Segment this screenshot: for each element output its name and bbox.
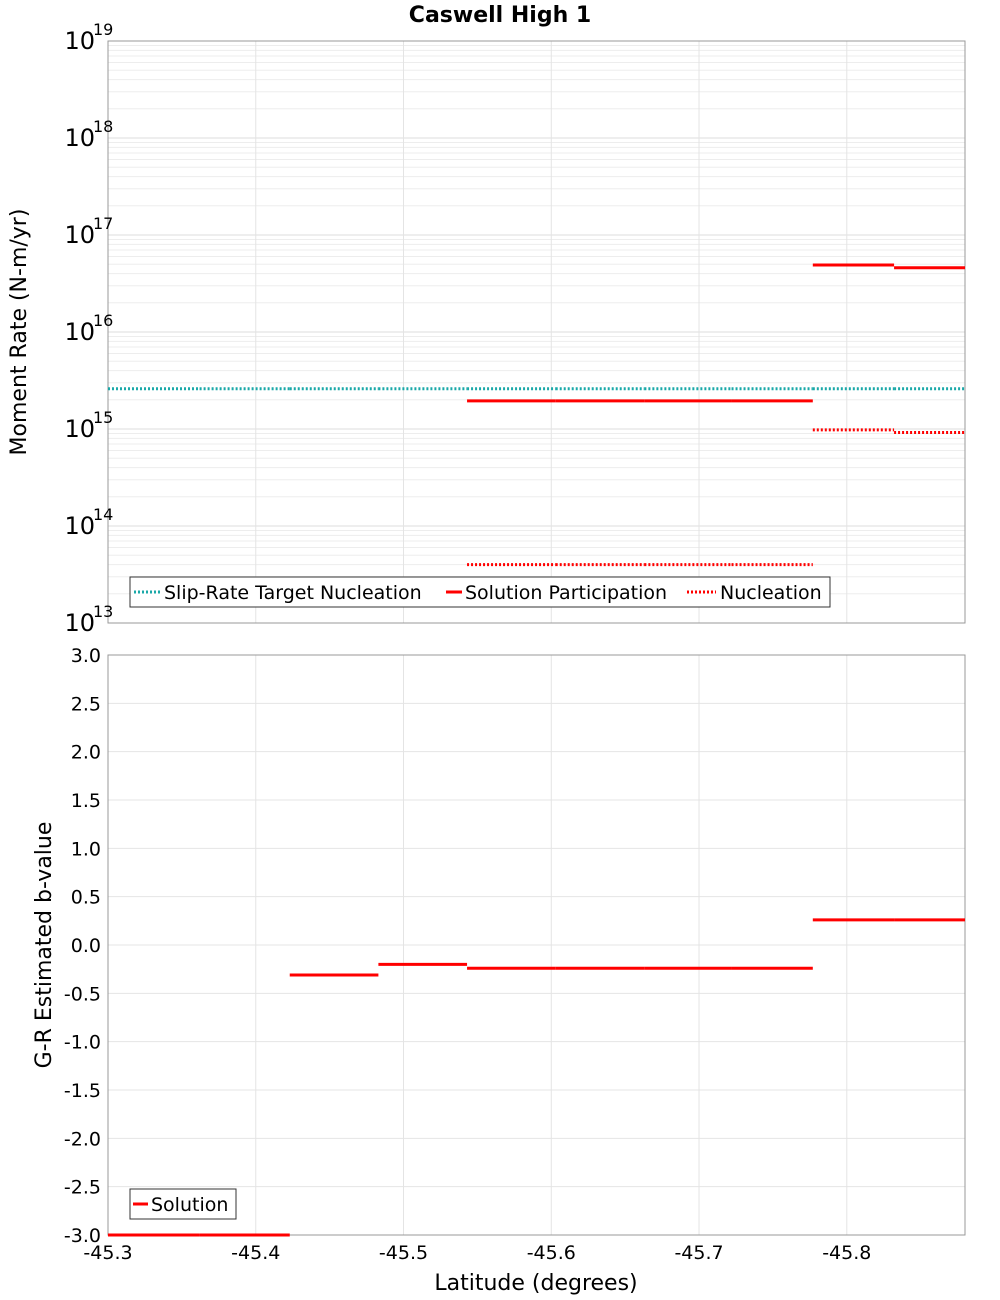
moment-rate-y-tick-exponent: 13	[93, 602, 113, 621]
b-value-y-tick-label: -1.5	[64, 1080, 101, 1102]
moment-rate-y-tick-exponent: 19	[93, 20, 113, 39]
series-nucleation	[467, 428, 965, 567]
latitude-x-ticks: -45.3 -45.4 -45.5 -45.6 -45.7 -45.8	[83, 1242, 871, 1264]
b-value-y-tick-label: 3.0	[71, 645, 101, 667]
moment-rate-y-tick-exponent: 17	[93, 214, 113, 233]
b-value-legend-box	[129, 1188, 237, 1220]
moment-rate-y-tick-exponent: 15	[93, 408, 113, 427]
series-solution-participation	[467, 263, 965, 403]
b-value-y-tick-label: -2.5	[64, 1177, 101, 1199]
b-value-y-ticks: 3.0 2.5 2.0 1.5 1.0 0.5 0.0 -0.5 -1.0 -1.5 -2.0 -2.…	[64, 645, 101, 1247]
moment-rate-y-tick-base: 10	[64, 609, 95, 637]
legend-label-solution: Solution	[151, 1194, 228, 1216]
moment-rate-legend: Slip-Rate Target Nucleation Solution Par…	[129, 576, 831, 608]
latitude-x-tick-label: -45.7	[674, 1242, 723, 1264]
b-value-y-tick-label: -0.5	[64, 983, 101, 1005]
b-value-y-tick-label: -1.0	[64, 1032, 101, 1054]
b-value-y-tick-label: 1.0	[71, 838, 101, 860]
latitude-x-tick-label: -45.5	[379, 1242, 428, 1264]
legend-label-slip-rate-target-nucleation: Slip-Rate Target Nucleation	[164, 582, 422, 604]
b-value-panel: 3.0 2.5 2.0 1.5 1.0 0.5 0.0 -0.5 -1.0 -1.5 -2.0 -2.…	[32, 645, 966, 1296]
moment-rate-series	[108, 263, 965, 567]
moment-rate-plot-frame	[107, 40, 966, 624]
x-axis-label: Latitude (degrees)	[434, 1271, 637, 1296]
series-solution	[108, 918, 965, 1237]
moment-rate-y-tick-base: 10	[64, 221, 95, 249]
moment-rate-y-axis-label: Moment Rate (N-m/yr)	[7, 209, 32, 456]
moment-rate-y-tick-exponent: 14	[93, 505, 113, 524]
latitude-x-tick-label: -45.4	[231, 1242, 280, 1264]
b-value-y-tick-label: 1.5	[71, 790, 101, 812]
b-value-y-tick-label: 2.0	[71, 742, 101, 764]
b-value-plot-frame	[107, 654, 966, 1236]
legend-label-nucleation: Nucleation	[720, 582, 822, 604]
latitude-x-tick-label: -45.3	[83, 1242, 132, 1264]
b-value-legend: Solution	[129, 1188, 237, 1220]
moment-rate-legend-box	[129, 576, 831, 608]
moment-rate-y-tick-base: 10	[64, 27, 95, 55]
moment-rate-y-tick-base: 10	[64, 415, 95, 443]
moment-rate-y-tick-exponent: 16	[93, 311, 113, 330]
b-value-y-tick-label: -3.0	[64, 1225, 101, 1247]
moment-rate-grid	[107, 40, 965, 624]
latitude-x-tick-label: -45.6	[527, 1242, 576, 1264]
b-value-y-axis-label: G-R Estimated b-value	[32, 822, 57, 1069]
b-value-y-tick-label: -2.0	[64, 1128, 101, 1150]
b-value-y-tick-label: 0.5	[71, 887, 101, 909]
b-value-y-tick-label: 2.5	[71, 693, 101, 715]
b-value-y-tick-label: 0.0	[71, 935, 101, 957]
moment-rate-y-tick-exponent: 18	[93, 117, 113, 136]
moment-rate-y-tick-base: 10	[64, 318, 95, 346]
legend-label-solution-participation: Solution Participation	[465, 582, 667, 604]
latitude-x-tick-label: -45.8	[822, 1242, 871, 1264]
moment-rate-y-tick-base: 10	[64, 124, 95, 152]
chart-title: Caswell High 1	[409, 3, 591, 28]
b-value-series	[108, 918, 965, 1237]
moment-rate-y-tick-base: 10	[64, 512, 95, 540]
